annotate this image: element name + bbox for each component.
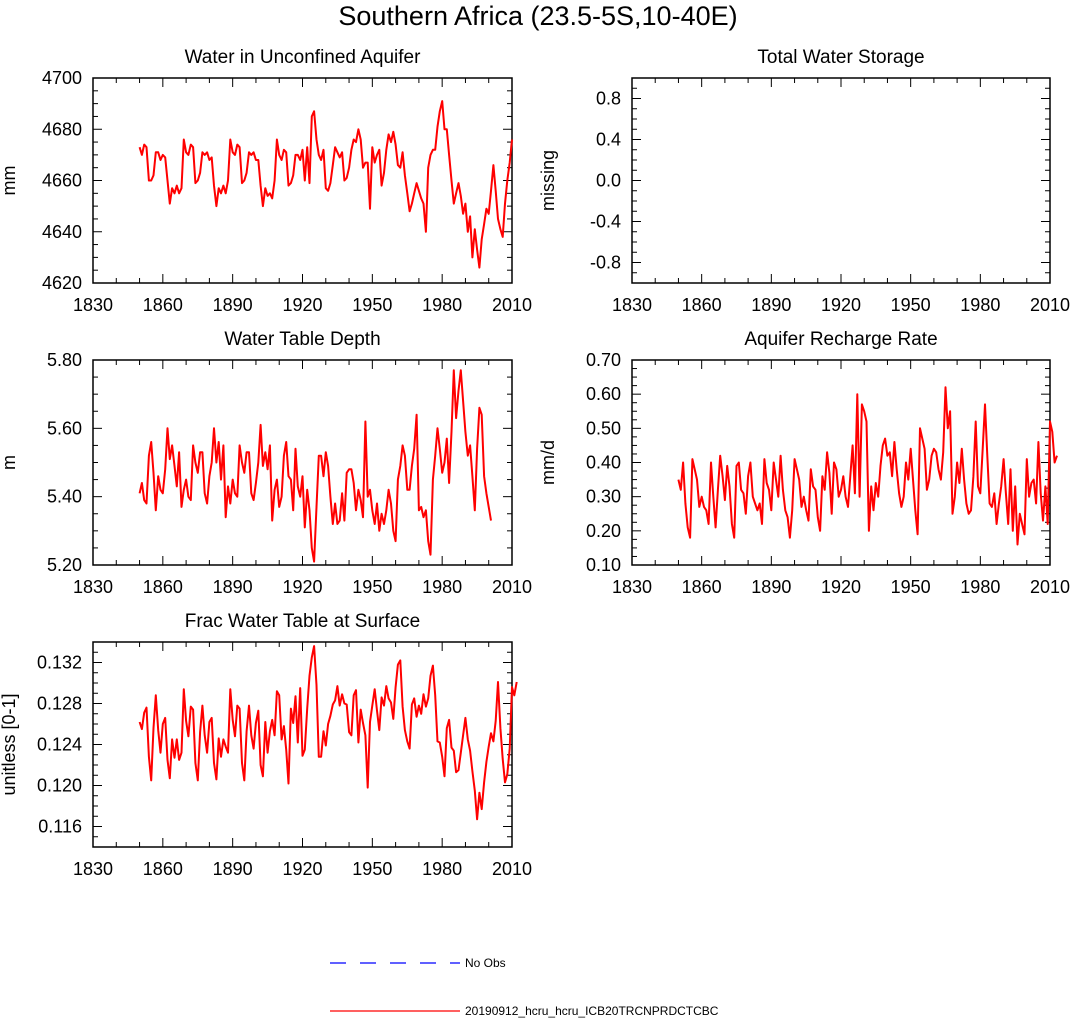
plot-frame	[631, 77, 1051, 284]
x-tick-label: 1950	[352, 295, 392, 315]
y-tick-label: 0.128	[37, 694, 82, 714]
x-tick-label: 1950	[352, 577, 392, 597]
x-tick-label: 1980	[960, 577, 1000, 597]
panel-title: Aquifer Recharge Rate	[744, 329, 937, 350]
y-tick-label: 0.124	[37, 735, 82, 755]
y-tick-label: 0.60	[586, 384, 621, 404]
x-tick-label: 1980	[422, 295, 462, 315]
series-line	[138, 369, 492, 563]
x-tick-label: 1920	[821, 577, 861, 597]
y-tick-label: 0.8	[596, 89, 621, 109]
y-tick-label: 5.40	[47, 487, 82, 507]
panel-title: Total Water Storage	[757, 47, 924, 68]
panel-1: Water in Unconfined Aquifer 1830 1860 1890 1…	[0, 47, 532, 315]
figure-title: Southern Africa (23.5-5S,10-40E)	[338, 1, 737, 31]
y-axis-label: mm	[0, 166, 19, 196]
x-tick-label: 1950	[891, 295, 931, 315]
plot-frame	[92, 77, 513, 284]
y-tick-label: 0.116	[38, 817, 82, 837]
y-tick-label: 4680	[42, 119, 82, 139]
y-tick-label: 4700	[42, 68, 82, 88]
x-tick-label: 1890	[213, 859, 253, 879]
y-tick-label: 0.120	[37, 776, 82, 796]
y-tick-label: 0.4	[596, 130, 621, 150]
x-tick-label: 2010	[1030, 577, 1070, 597]
y-tick-label: 0.40	[586, 453, 621, 473]
x-tick-label: 1920	[282, 295, 322, 315]
panel-5: Frac Water Table at Surface 1830 1860 1890 1…	[0, 611, 532, 879]
x-tick-label: 1860	[143, 295, 183, 315]
x-tick-label: 1860	[682, 577, 722, 597]
x-tick-label: 1830	[73, 295, 113, 315]
y-tick-label: -0.8	[590, 253, 621, 273]
y-tick-label: 4620	[42, 273, 82, 293]
legend: No Obs 20190912_hcru_hcru_ICB20TRCNPRDCT…	[330, 956, 719, 1018]
x-tick-label: 2010	[492, 295, 532, 315]
y-tick-label: 0.10	[586, 555, 621, 575]
y-tick-label: 5.60	[47, 418, 82, 438]
x-tick-label: 1830	[612, 577, 652, 597]
x-tick-label: 1860	[143, 859, 183, 879]
x-tick-label: 1830	[612, 295, 652, 315]
x-tick-label: 2010	[1030, 295, 1070, 315]
legend-label-no-obs: No Obs	[465, 956, 506, 970]
y-tick-label: 0.50	[586, 418, 621, 438]
y-tick-label: 0.132	[37, 653, 82, 673]
y-axis-label: missing	[538, 150, 558, 211]
x-tick-label: 1980	[960, 295, 1000, 315]
y-tick-label: 4640	[42, 222, 82, 242]
x-tick-label: 1920	[282, 577, 322, 597]
x-tick-label: 1980	[422, 859, 462, 879]
series-line	[677, 386, 1058, 546]
y-tick-label: 0.20	[586, 521, 621, 541]
x-tick-label: 1890	[213, 295, 253, 315]
x-tick-label: 1890	[751, 577, 791, 597]
x-tick-label: 2010	[492, 859, 532, 879]
x-tick-label: 1830	[73, 859, 113, 879]
y-axis-label: mm/d	[538, 440, 558, 485]
panels: Water in Unconfined Aquifer 1830 1860 1890 1…	[0, 47, 1070, 879]
x-tick-label: 1980	[422, 577, 462, 597]
x-tick-label: 1830	[73, 577, 113, 597]
x-tick-label: 1890	[751, 295, 791, 315]
x-tick-label: 1950	[352, 859, 392, 879]
y-tick-label: -0.4	[590, 212, 621, 232]
x-tick-label: 1860	[682, 295, 722, 315]
x-tick-label: 1860	[143, 577, 183, 597]
y-tick-label: 0.0	[596, 171, 621, 191]
y-tick-label: 0.70	[586, 350, 621, 370]
y-axis-label: unitless [0-1]	[0, 693, 19, 795]
panel-title: Water in Unconfined Aquifer	[185, 47, 422, 68]
y-tick-label: 5.80	[47, 350, 82, 370]
x-tick-label: 1920	[821, 295, 861, 315]
y-axis-label: m	[0, 455, 19, 470]
y-tick-label: 0.30	[586, 487, 621, 507]
x-tick-label: 1950	[891, 577, 931, 597]
x-tick-label: 1920	[282, 859, 322, 879]
x-tick-label: 1890	[213, 577, 253, 597]
panel-4: Aquifer Recharge Rate 1830 1860 1890 1920 195…	[538, 329, 1070, 597]
legend-label-model: 20190912_hcru_hcru_ICB20TRCNPRDCTCBC	[465, 1004, 719, 1018]
panel-title: Frac Water Table at Surface	[185, 611, 421, 632]
panel-3: Water Table Depth 1830 1860 1890 1920 1950 198…	[0, 329, 532, 597]
panel-title: Water Table Depth	[224, 329, 380, 350]
series-line	[138, 100, 513, 269]
x-tick-label: 2010	[492, 577, 532, 597]
y-tick-label: 5.20	[47, 555, 82, 575]
series-line	[138, 645, 518, 821]
y-tick-label: 4660	[42, 171, 82, 191]
panel-2: Total Water Storage 1830 1860 1890 1920 1950 1…	[538, 47, 1070, 315]
